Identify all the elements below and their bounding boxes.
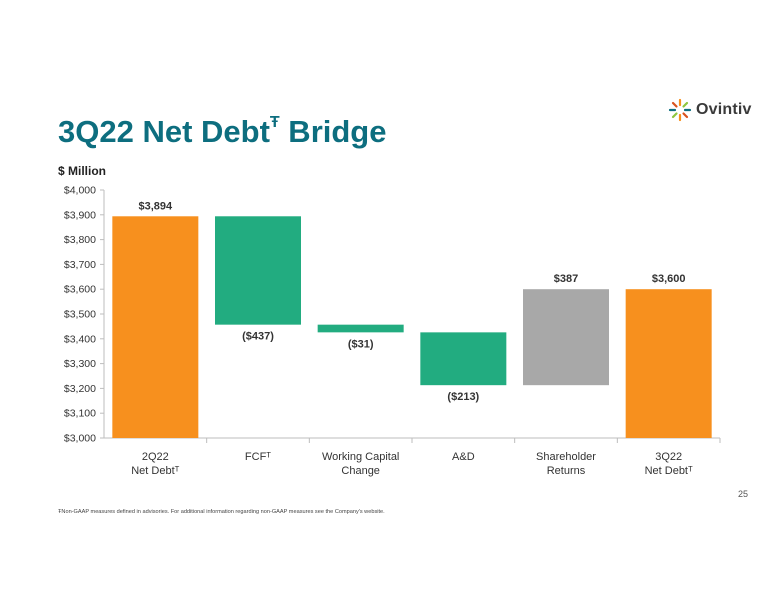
footnote: ŦNon-GAAP measures defined in advisories…	[58, 509, 385, 515]
y-axis-unit-label: $ Million	[58, 164, 106, 178]
bar-6	[625, 289, 712, 438]
bar-3	[317, 324, 404, 333]
data-label-1: $3,894	[139, 200, 174, 212]
y-tick-label: $3,100	[64, 408, 96, 420]
y-tick-label: $3,800	[64, 234, 96, 246]
title-suffix: Bridge	[279, 114, 387, 149]
page-number: 25	[738, 489, 749, 499]
x-category-label: 3Q22	[655, 451, 682, 463]
data-label-2: ($437)	[242, 331, 274, 343]
ovintiv-star-icon	[668, 98, 692, 122]
bar-1	[112, 216, 199, 438]
x-category-label: A&D	[452, 451, 475, 463]
data-label-5: $387	[554, 273, 578, 285]
y-tick-label: $3,900	[64, 209, 96, 221]
data-label-4: ($213)	[447, 391, 479, 403]
y-tick-label: $3,500	[64, 309, 96, 321]
x-category-label: 2Q22	[142, 451, 169, 463]
x-category-label: Net Debtᵀ	[131, 465, 179, 477]
y-tick-label: $3,400	[64, 333, 96, 345]
x-category-label: FCFᵀ	[245, 451, 271, 463]
y-tick-label: $3,300	[64, 358, 96, 370]
title-nongaap-mark: Ŧ	[269, 113, 280, 131]
x-category-label: Working Capital	[322, 451, 399, 463]
data-label-3: ($31)	[348, 338, 374, 350]
data-label-6: $3,600	[652, 273, 686, 285]
logo-text: Ovintiv	[696, 101, 752, 118]
y-tick-label: $3,600	[64, 284, 96, 296]
x-category-label: Returns	[547, 465, 586, 477]
x-category-label: Change	[341, 465, 380, 477]
title-text: 3Q22 Net Debt	[58, 114, 270, 149]
x-category-label: Shareholder	[536, 451, 596, 463]
y-tick-label: $3,000	[64, 433, 96, 445]
x-category-label: Net Debtᵀ	[645, 465, 693, 477]
y-tick-label: $3,200	[64, 383, 96, 395]
bar-5	[523, 289, 609, 386]
y-tick-label: $3,700	[64, 259, 96, 271]
bar-2	[215, 216, 301, 325]
page-title: 3Q22 Net DebtŦ Bridge	[58, 114, 386, 150]
ovintiv-logo: Ovintiv	[668, 96, 752, 124]
y-tick-label: $4,000	[64, 185, 96, 197]
bar-4	[420, 332, 507, 386]
